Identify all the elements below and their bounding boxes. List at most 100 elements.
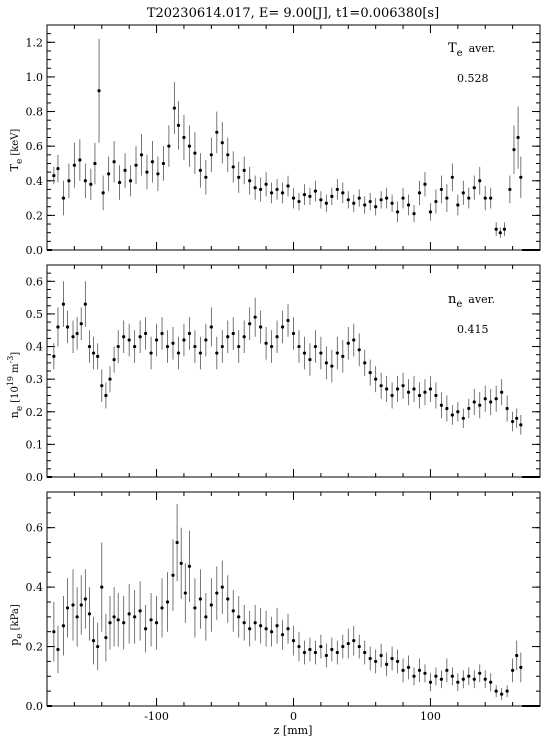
- data-point: [71, 603, 75, 607]
- data-point: [472, 677, 476, 681]
- pe-ylabel: pe[kPa]: [8, 604, 25, 646]
- data-point: [280, 191, 285, 195]
- data-point: [154, 338, 159, 342]
- data-point: [128, 179, 133, 183]
- data-point: [363, 203, 367, 207]
- data-point: [226, 335, 230, 339]
- data-point: [330, 364, 334, 368]
- data-point: [280, 325, 285, 329]
- data-point: [478, 403, 482, 407]
- x-tick-label: -100: [144, 710, 169, 723]
- data-point: [176, 123, 181, 127]
- data-point: [215, 130, 219, 134]
- data-point: [297, 644, 301, 649]
- y-tick-label: 0.0: [26, 244, 44, 257]
- y-tick-label: 0.0: [26, 700, 44, 713]
- data-point: [324, 653, 328, 658]
- data-point: [467, 196, 471, 200]
- data-point: [253, 621, 257, 625]
- pe-marks: [47, 503, 540, 707]
- data-point: [133, 615, 137, 619]
- data-point: [302, 351, 307, 355]
- data-point: [171, 573, 175, 577]
- data-point: [379, 198, 383, 202]
- data-point: [209, 325, 213, 329]
- data-point: [160, 331, 164, 336]
- data-point: [154, 621, 159, 625]
- data-point: [335, 351, 339, 355]
- data-point: [237, 344, 241, 349]
- data-point: [67, 179, 71, 183]
- data-point: [450, 175, 454, 179]
- data-point: [91, 351, 96, 355]
- data-point: [363, 650, 367, 655]
- data-point: [357, 196, 361, 200]
- data-point: [116, 344, 120, 349]
- data-point: [483, 397, 487, 401]
- data-point: [494, 689, 498, 693]
- data-point: [149, 351, 153, 355]
- data-point: [445, 196, 449, 200]
- data-point: [335, 187, 339, 192]
- data-point: [149, 618, 153, 622]
- y-tick-label: 0.4: [26, 581, 44, 594]
- data-point: [445, 668, 449, 672]
- ne-average-value: 0.415: [457, 323, 489, 336]
- data-point: [412, 212, 416, 216]
- y-tick-label: 0.2: [26, 209, 44, 222]
- data-point: [512, 148, 516, 152]
- data-point: [406, 390, 411, 394]
- data-point: [83, 597, 87, 601]
- data-point: [461, 677, 465, 681]
- data-point: [412, 674, 416, 678]
- data-point: [183, 591, 187, 595]
- data-point: [308, 194, 312, 198]
- data-point: [215, 591, 219, 595]
- data-point: [467, 674, 471, 678]
- data-point: [412, 387, 416, 391]
- data-point: [116, 618, 120, 622]
- data-point: [204, 175, 208, 179]
- data-point: [165, 344, 170, 349]
- data-point: [505, 689, 509, 693]
- data-point: [242, 335, 246, 339]
- data-point: [237, 615, 241, 619]
- data-point: [259, 187, 263, 192]
- data-point: [401, 384, 405, 388]
- data-point: [122, 335, 126, 339]
- data-point: [516, 135, 520, 140]
- data-point: [291, 331, 296, 336]
- data-point: [319, 351, 323, 355]
- data-point: [390, 201, 394, 205]
- data-point: [434, 674, 438, 678]
- data-point: [52, 630, 56, 634]
- data-point: [346, 341, 350, 345]
- data-point: [494, 397, 498, 401]
- data-point: [461, 416, 465, 420]
- ne-x-ticks: [46, 265, 541, 477]
- data-point: [198, 168, 202, 172]
- data-point: [83, 179, 87, 183]
- data-point: [324, 201, 328, 205]
- data-point: [335, 650, 339, 655]
- ne-plot-frame: [46, 264, 541, 478]
- data-point: [341, 191, 345, 195]
- data-point: [138, 335, 142, 339]
- data-point: [71, 335, 75, 339]
- data-point: [456, 410, 460, 414]
- y-tick-label: 0.8: [26, 106, 44, 119]
- data-point: [330, 647, 334, 652]
- data-point: [61, 302, 66, 306]
- data-point: [161, 161, 166, 166]
- data-point: [108, 621, 112, 625]
- data-point: [500, 390, 504, 394]
- data-point: [511, 419, 515, 424]
- y-tick-label: 0.4: [26, 175, 44, 188]
- data-point: [478, 179, 482, 183]
- data-point: [489, 680, 493, 684]
- data-point: [390, 393, 394, 398]
- data-point: [385, 387, 389, 391]
- x-tick-labels: -100 0 100: [144, 710, 441, 723]
- data-point: [127, 612, 131, 616]
- data-point: [434, 199, 438, 204]
